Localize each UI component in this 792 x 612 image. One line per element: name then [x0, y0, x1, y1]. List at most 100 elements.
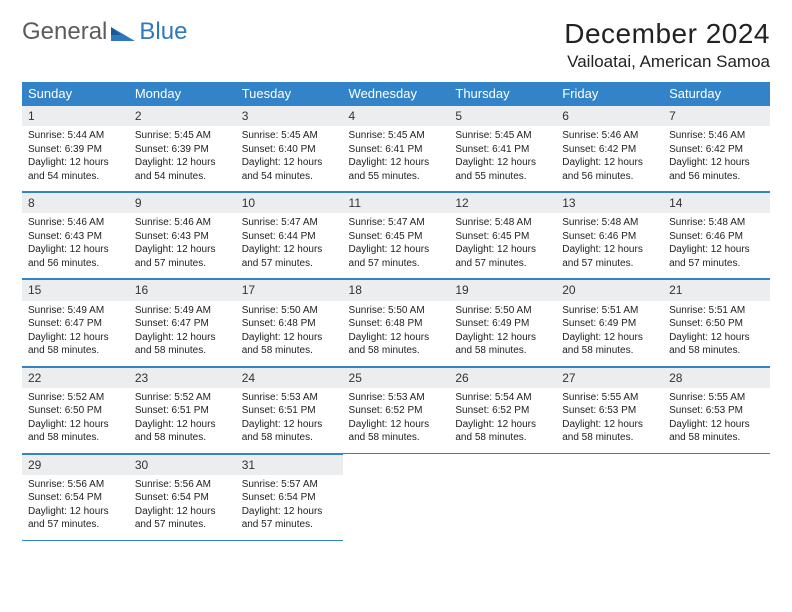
sunrise-line: Sunrise: 5:54 AM [455, 391, 550, 405]
weekday-header: Thursday [449, 82, 556, 105]
day-number: 29 [22, 454, 129, 475]
daylight-line: Daylight: 12 hours and 57 minutes. [135, 243, 230, 270]
sunrise-line: Sunrise: 5:52 AM [28, 391, 123, 405]
calendar-cell: 6Sunrise: 5:46 AMSunset: 6:42 PMDaylight… [556, 105, 663, 192]
sunset-line: Sunset: 6:54 PM [28, 491, 123, 505]
calendar-cell: 21Sunrise: 5:51 AMSunset: 6:50 PMDayligh… [663, 279, 770, 366]
day-number: 27 [556, 367, 663, 388]
sunset-line: Sunset: 6:48 PM [349, 317, 444, 331]
day-body: Sunrise: 5:47 AMSunset: 6:44 PMDaylight:… [236, 213, 343, 278]
daylight-line: Daylight: 12 hours and 57 minutes. [135, 505, 230, 532]
daylight-line: Daylight: 12 hours and 54 minutes. [28, 156, 123, 183]
day-number: 24 [236, 367, 343, 388]
day-body: Sunrise: 5:55 AMSunset: 6:53 PMDaylight:… [556, 388, 663, 453]
calendar-cell: 11Sunrise: 5:47 AMSunset: 6:45 PMDayligh… [343, 192, 450, 279]
sunrise-line: Sunrise: 5:56 AM [135, 478, 230, 492]
calendar-table: SundayMondayTuesdayWednesdayThursdayFrid… [22, 82, 770, 541]
sunrise-line: Sunrise: 5:46 AM [135, 216, 230, 230]
sunset-line: Sunset: 6:53 PM [669, 404, 764, 418]
daylight-line: Daylight: 12 hours and 58 minutes. [562, 331, 657, 358]
calendar-cell: 3Sunrise: 5:45 AMSunset: 6:40 PMDaylight… [236, 105, 343, 192]
day-body: Sunrise: 5:51 AMSunset: 6:49 PMDaylight:… [556, 301, 663, 366]
sunset-line: Sunset: 6:51 PM [242, 404, 337, 418]
day-body: Sunrise: 5:46 AMSunset: 6:43 PMDaylight:… [129, 213, 236, 278]
sunset-line: Sunset: 6:49 PM [562, 317, 657, 331]
day-body: Sunrise: 5:45 AMSunset: 6:41 PMDaylight:… [343, 126, 450, 191]
day-body: Sunrise: 5:46 AMSunset: 6:42 PMDaylight:… [663, 126, 770, 191]
location-label: Vailoatai, American Samoa [564, 52, 770, 72]
sunrise-line: Sunrise: 5:51 AM [669, 304, 764, 318]
sunset-line: Sunset: 6:54 PM [242, 491, 337, 505]
day-number: 5 [449, 105, 556, 126]
calendar-cell: 1Sunrise: 5:44 AMSunset: 6:39 PMDaylight… [22, 105, 129, 192]
daylight-line: Daylight: 12 hours and 58 minutes. [349, 331, 444, 358]
sunrise-line: Sunrise: 5:55 AM [562, 391, 657, 405]
day-number: 20 [556, 279, 663, 300]
weekday-header: Wednesday [343, 82, 450, 105]
calendar-cell: 27Sunrise: 5:55 AMSunset: 6:53 PMDayligh… [556, 366, 663, 453]
weekday-header: Saturday [663, 82, 770, 105]
calendar-cell: 25Sunrise: 5:53 AMSunset: 6:52 PMDayligh… [343, 366, 450, 453]
calendar-cell [343, 453, 450, 540]
day-number: 9 [129, 192, 236, 213]
sunset-line: Sunset: 6:52 PM [349, 404, 444, 418]
sunset-line: Sunset: 6:50 PM [669, 317, 764, 331]
day-body: Sunrise: 5:48 AMSunset: 6:46 PMDaylight:… [663, 213, 770, 278]
day-body: Sunrise: 5:51 AMSunset: 6:50 PMDaylight:… [663, 301, 770, 366]
sunrise-line: Sunrise: 5:48 AM [455, 216, 550, 230]
sunset-line: Sunset: 6:42 PM [562, 143, 657, 157]
sunset-line: Sunset: 6:43 PM [28, 230, 123, 244]
day-body: Sunrise: 5:49 AMSunset: 6:47 PMDaylight:… [129, 301, 236, 366]
logo-word-blue: Blue [139, 18, 187, 45]
day-body: Sunrise: 5:53 AMSunset: 6:52 PMDaylight:… [343, 388, 450, 453]
sunrise-line: Sunrise: 5:46 AM [28, 216, 123, 230]
daylight-line: Daylight: 12 hours and 54 minutes. [135, 156, 230, 183]
calendar-cell: 17Sunrise: 5:50 AMSunset: 6:48 PMDayligh… [236, 279, 343, 366]
calendar-week-row: 29 Sunrise: 5:56 AM Sunset: 6:54 PM Dayligh… [22, 453, 770, 540]
sunset-line: Sunset: 6:47 PM [28, 317, 123, 331]
calendar-week-row: 15Sunrise: 5:49 AMSunset: 6:47 PMDayligh… [22, 279, 770, 366]
sunset-line: Sunset: 6:52 PM [455, 404, 550, 418]
sunrise-line: Sunrise: 5:50 AM [242, 304, 337, 318]
calendar-cell [663, 453, 770, 540]
daylight-line: Daylight: 12 hours and 58 minutes. [28, 418, 123, 445]
sunset-line: Sunset: 6:53 PM [562, 404, 657, 418]
sunset-line: Sunset: 6:40 PM [242, 143, 337, 157]
calendar-header-row: SundayMondayTuesdayWednesdayThursdayFrid… [22, 82, 770, 105]
day-body: Sunrise: 5:50 AMSunset: 6:49 PMDaylight:… [449, 301, 556, 366]
day-body: Sunrise: 5:45 AMSunset: 6:40 PMDaylight:… [236, 126, 343, 191]
sunrise-line: Sunrise: 5:48 AM [562, 216, 657, 230]
sunrise-line: Sunrise: 5:51 AM [562, 304, 657, 318]
day-number: 8 [22, 192, 129, 213]
calendar-cell: 18Sunrise: 5:50 AMSunset: 6:48 PMDayligh… [343, 279, 450, 366]
sunset-line: Sunset: 6:44 PM [242, 230, 337, 244]
day-number: 11 [343, 192, 450, 213]
day-number: 10 [236, 192, 343, 213]
calendar-cell: 7Sunrise: 5:46 AMSunset: 6:42 PMDaylight… [663, 105, 770, 192]
day-body: Sunrise: 5:54 AMSunset: 6:52 PMDaylight:… [449, 388, 556, 453]
calendar-cell: 29Sunrise: 5:56 AMSunset: 6:54 PMDayligh… [22, 453, 129, 540]
daylight-line: Daylight: 12 hours and 58 minutes. [28, 331, 123, 358]
calendar-week-row: 1Sunrise: 5:44 AMSunset: 6:39 PMDaylight… [22, 105, 770, 192]
sunset-line: Sunset: 6:51 PM [135, 404, 230, 418]
day-number: 31 [236, 454, 343, 475]
daylight-line: Daylight: 12 hours and 55 minutes. [455, 156, 550, 183]
calendar-cell [449, 453, 556, 540]
day-number: 25 [343, 367, 450, 388]
calendar-cell: 16Sunrise: 5:49 AMSunset: 6:47 PMDayligh… [129, 279, 236, 366]
day-number: 23 [129, 367, 236, 388]
daylight-line: Daylight: 12 hours and 58 minutes. [242, 418, 337, 445]
day-number: 19 [449, 279, 556, 300]
sunrise-line: Sunrise: 5:55 AM [669, 391, 764, 405]
day-body: Sunrise: 5:46 AMSunset: 6:43 PMDaylight:… [22, 213, 129, 278]
day-number: 30 [129, 454, 236, 475]
daylight-line: Daylight: 12 hours and 58 minutes. [455, 418, 550, 445]
daylight-line: Daylight: 12 hours and 58 minutes. [135, 331, 230, 358]
calendar-cell: 14Sunrise: 5:48 AMSunset: 6:46 PMDayligh… [663, 192, 770, 279]
day-body: Sunrise: 5:45 AMSunset: 6:39 PMDaylight:… [129, 126, 236, 191]
day-body: Sunrise: 5:46 AMSunset: 6:42 PMDaylight:… [556, 126, 663, 191]
sunrise-line: Sunrise: 5:45 AM [135, 129, 230, 143]
calendar-cell [556, 453, 663, 540]
day-body: Sunrise: 5:53 AMSunset: 6:51 PMDaylight:… [236, 388, 343, 453]
day-number: 18 [343, 279, 450, 300]
